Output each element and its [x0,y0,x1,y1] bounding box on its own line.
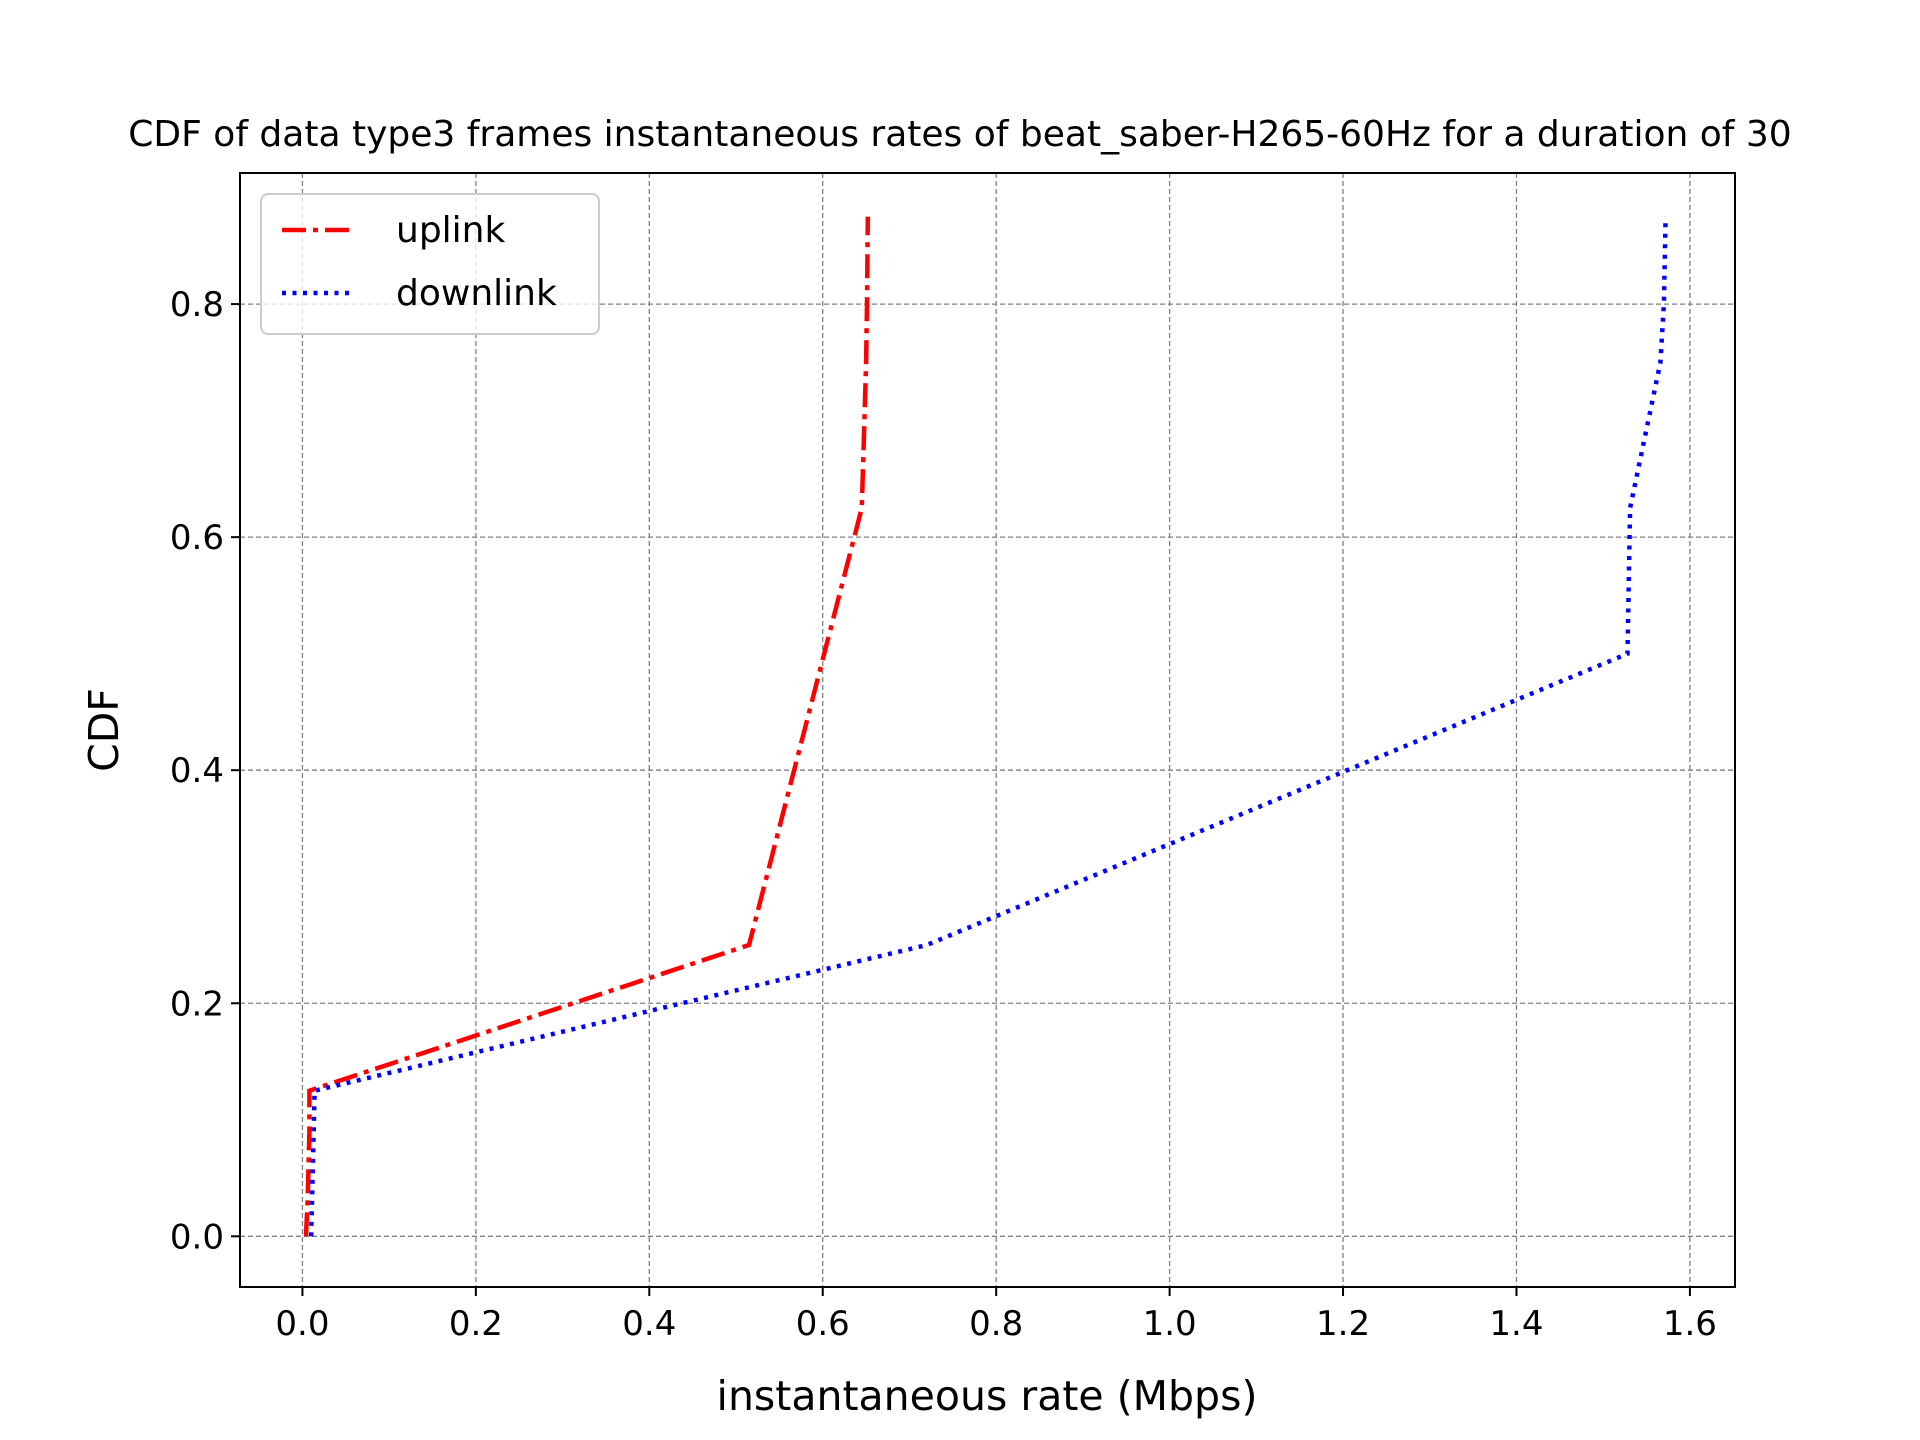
y-axis: 0.0 0.2 0.4 0.6 0.8 [170,285,240,1257]
y-tick-label: 0.8 [170,285,224,325]
series-line-uplink [303,216,871,1237]
plot-frame [239,172,1736,1288]
series-line-downlink [308,216,1668,1237]
legend-label-downlink: downlink [396,273,557,314]
x-tick-label: 1.6 [1663,1304,1717,1344]
legend-label-uplink: uplink [396,210,505,251]
x-tick-label: 0.8 [969,1304,1023,1344]
y-axis-label: CDF [80,688,128,772]
grid [240,173,1735,1287]
x-tick-label: 0.0 [275,1304,329,1344]
series-lines [303,216,1668,1237]
x-tick-label: 1.2 [1316,1304,1370,1344]
x-tick-label: 0.4 [622,1304,676,1344]
chart-title: CDF of data type3 frames instantaneous r… [128,114,1791,155]
legend: uplink downlink [260,193,600,335]
x-tick-label: 0.2 [449,1304,503,1344]
y-tick-label: 0.6 [170,518,224,558]
x-axis-label: instantaneous rate (Mbps) [717,1372,1258,1420]
y-tick-label: 0.4 [170,751,224,791]
x-tick-label: 0.6 [796,1304,850,1344]
x-tick-label: 1.4 [1489,1304,1543,1344]
y-tick-label: 0.2 [170,984,224,1024]
x-tick-label: 1.0 [1143,1304,1197,1344]
y-tick-label: 0.0 [170,1217,224,1257]
x-axis: 0.0 0.2 0.4 0.6 0.8 1.0 1.2 1.4 1.6 [275,1287,1717,1344]
